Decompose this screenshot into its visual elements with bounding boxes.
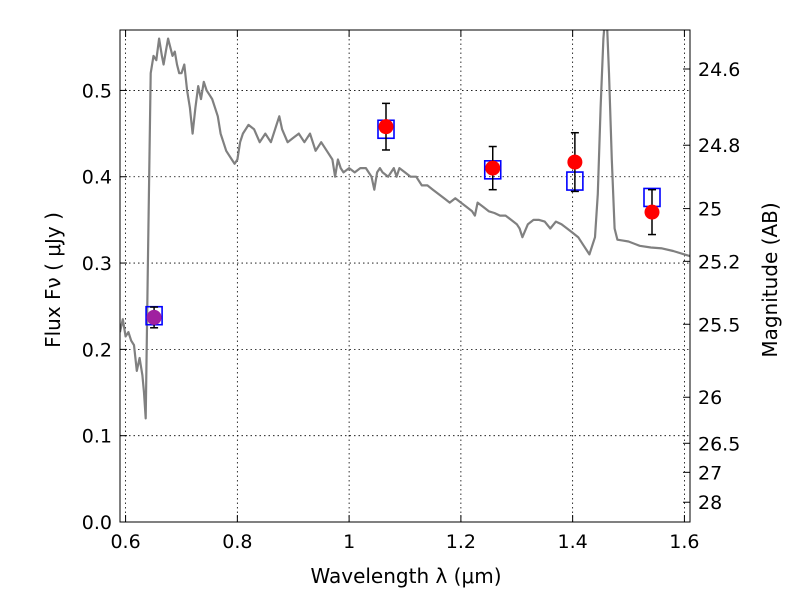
x-tick-label: 1: [343, 531, 355, 553]
observed-photometry-point: [567, 154, 583, 170]
y-axis-title: Flux Fν ( μJy ): [41, 212, 65, 348]
mag-tick-label: 28: [698, 492, 722, 514]
x-tick-label: 1.2: [446, 531, 476, 553]
observed-photometry-point: [644, 204, 660, 220]
y-tick-label: 0.1: [82, 426, 112, 448]
y-tick-label: 0.4: [82, 167, 112, 189]
mag-tick-label: 24.8: [698, 135, 740, 157]
mag-tick-label: 25.5: [698, 314, 740, 336]
y-tick-label: 0.0: [82, 512, 112, 534]
observed-photometry-point: [485, 160, 501, 176]
x-tick-label: 0.6: [110, 531, 140, 553]
tick-labels-layer: 0.6 0.8 1 1.2 1.4 1.6 0.0 0.1 0.2 0.3 0.4 0.5 24.6 24…: [82, 59, 741, 553]
y-tick-label: 0.2: [82, 339, 112, 361]
x-axis-title: Wavelength λ (μm): [310, 564, 501, 588]
observed-photometry-point: [146, 309, 162, 325]
plot-frame: [119, 29, 691, 523]
mag-tick-label: 25: [698, 199, 722, 221]
photometry-layer: [145, 102, 661, 329]
mag-tick-label: 25.2: [698, 251, 740, 273]
spectrum-line: [120, 30, 690, 420]
mag-tick-label: 24.6: [698, 59, 740, 81]
mag-tick-label: 26: [698, 387, 722, 409]
mag-tick-label: 26.5: [698, 433, 740, 455]
y-tick-label: 0.3: [82, 253, 112, 275]
spectrum-layer: [120, 30, 690, 420]
x-tick-label: 1.6: [669, 531, 699, 553]
ticks-layer: [120, 30, 690, 523]
y-tick-label: 0.5: [82, 80, 112, 102]
y2-axis-title: Magnitude (AB): [758, 202, 782, 357]
observed-photometry-point: [378, 119, 394, 135]
x-tick-label: 1.4: [558, 531, 588, 553]
grid-layer: [120, 30, 690, 523]
x-tick-label: 0.8: [222, 531, 252, 553]
mag-tick-label: 27: [698, 462, 722, 484]
